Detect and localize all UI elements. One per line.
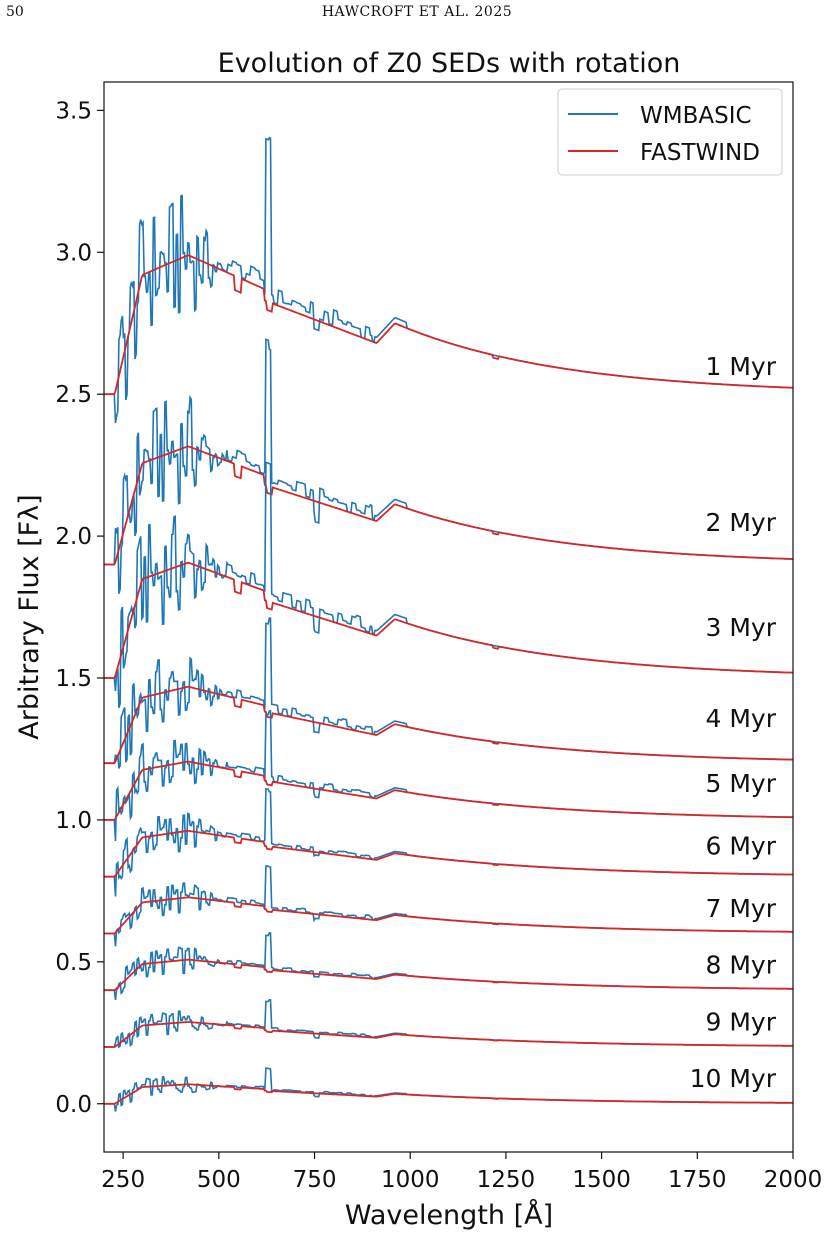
y-tick-label: 2.0 bbox=[55, 524, 92, 550]
series-line-fastwind bbox=[104, 958, 793, 992]
x-tick-label: 1000 bbox=[381, 1167, 440, 1193]
age-label: 3 Myr bbox=[706, 613, 777, 642]
x-axis-label: Wavelength [Å] bbox=[345, 1199, 553, 1231]
series-line-wmbasic bbox=[104, 932, 793, 1000]
running-head: HAWCROFT ET AL. 2025 bbox=[321, 4, 513, 20]
x-tick-label: 1500 bbox=[572, 1167, 631, 1193]
y-tick-label: 0.0 bbox=[55, 1092, 92, 1118]
y-axis-label: Arbitrary Flux [Fλ] bbox=[14, 494, 45, 739]
x-tick-label: 250 bbox=[101, 1167, 145, 1193]
plot-frame bbox=[103, 81, 794, 1153]
series-line-fastwind bbox=[104, 685, 793, 765]
series-line-wmbasic bbox=[104, 709, 793, 842]
ticks-layer: 250 500 750 1000 1250 1500 1750 2000 0.0 0.5 1.0 1.… bbox=[55, 98, 822, 1193]
x-tick-label: 1250 bbox=[477, 1167, 536, 1193]
series-line-fastwind bbox=[104, 254, 794, 396]
series-line-wmbasic bbox=[104, 617, 793, 769]
legend-label-fastwind: FASTWIND bbox=[640, 140, 760, 166]
age-label: 2 Myr bbox=[706, 508, 777, 537]
page-number: 50 bbox=[6, 4, 24, 20]
series-line-fastwind bbox=[104, 1083, 793, 1105]
series-layer bbox=[104, 136, 794, 1112]
series-line-fastwind bbox=[104, 830, 793, 878]
series-line-wmbasic bbox=[104, 461, 794, 709]
legend: WMBASIC FASTWIND bbox=[557, 88, 783, 176]
series-line-wmbasic bbox=[104, 788, 793, 897]
series-line-fastwind bbox=[104, 1021, 793, 1048]
y-tick-label: 3.5 bbox=[55, 98, 92, 124]
legend-label-wmbasic: WMBASIC bbox=[640, 103, 752, 129]
y-tick-label: 2.5 bbox=[55, 382, 92, 408]
age-label: 1 Myr bbox=[706, 352, 777, 381]
chart-title: Evolution of Z0 SEDs with rotation bbox=[218, 48, 681, 79]
age-label: 4 Myr bbox=[706, 704, 777, 733]
series-line-wmbasic bbox=[104, 136, 794, 424]
series-line-fastwind bbox=[104, 896, 793, 935]
y-tick-label: 1.5 bbox=[55, 666, 92, 692]
page-header: 50 HAWCROFT ET AL. 2025 bbox=[0, 0, 834, 30]
age-label: 6 Myr bbox=[706, 831, 777, 860]
x-tick-label: 500 bbox=[197, 1167, 241, 1193]
series-line-fastwind bbox=[104, 760, 793, 821]
age-label: 7 Myr bbox=[706, 894, 777, 923]
y-tick-label: 1.0 bbox=[55, 808, 92, 834]
age-label: 9 Myr bbox=[706, 1007, 777, 1036]
legend-box bbox=[557, 88, 783, 176]
y-tick-label: 0.5 bbox=[55, 950, 92, 976]
x-tick-label: 1750 bbox=[668, 1167, 727, 1193]
x-tick-label: 2000 bbox=[764, 1167, 823, 1193]
series-line-fastwind bbox=[104, 561, 794, 679]
age-label: 8 Myr bbox=[706, 951, 777, 980]
series-line-fastwind bbox=[104, 445, 793, 566]
age-label: 5 Myr bbox=[706, 769, 777, 798]
series-line-wmbasic bbox=[104, 865, 793, 947]
y-tick-label: 3.0 bbox=[55, 240, 92, 266]
age-labels-layer: 1 Myr 2 Myr 3 Myr 4 Myr 5 Myr 6 Myr 7 Myr 8 Myr… bbox=[690, 352, 777, 1093]
age-label: 10 Myr bbox=[690, 1064, 777, 1093]
x-tick-label: 750 bbox=[293, 1167, 337, 1193]
